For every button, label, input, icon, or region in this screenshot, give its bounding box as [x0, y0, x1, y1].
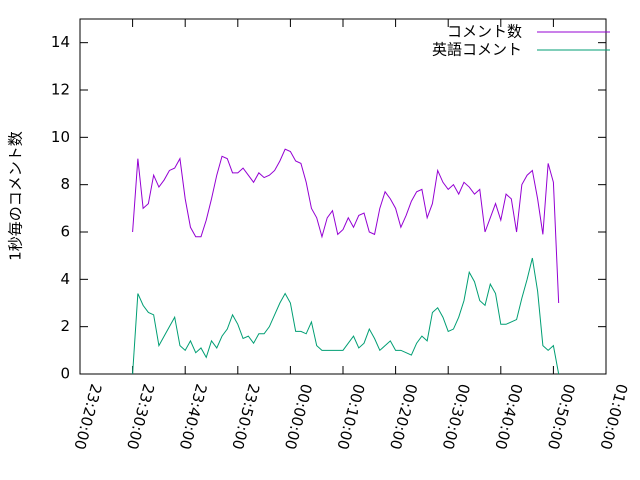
legend-label: 英語コメント [432, 41, 522, 59]
data-line [132, 257, 560, 375]
legend-label: コメント数 [447, 23, 522, 41]
y-tick-label: 8 [60, 175, 70, 193]
y-tick-label: 0 [60, 365, 70, 383]
y-tick-label: 6 [60, 223, 70, 241]
data-line [132, 148, 560, 304]
y-tick-label: 12 [51, 81, 70, 99]
y-tick-label: 14 [51, 33, 70, 51]
y-axis-label: 1秒毎のコメント数 [7, 131, 25, 261]
y-tick-label: 4 [60, 270, 70, 288]
y-tick-label: 10 [51, 128, 70, 146]
y-tick-label: 2 [60, 317, 70, 335]
